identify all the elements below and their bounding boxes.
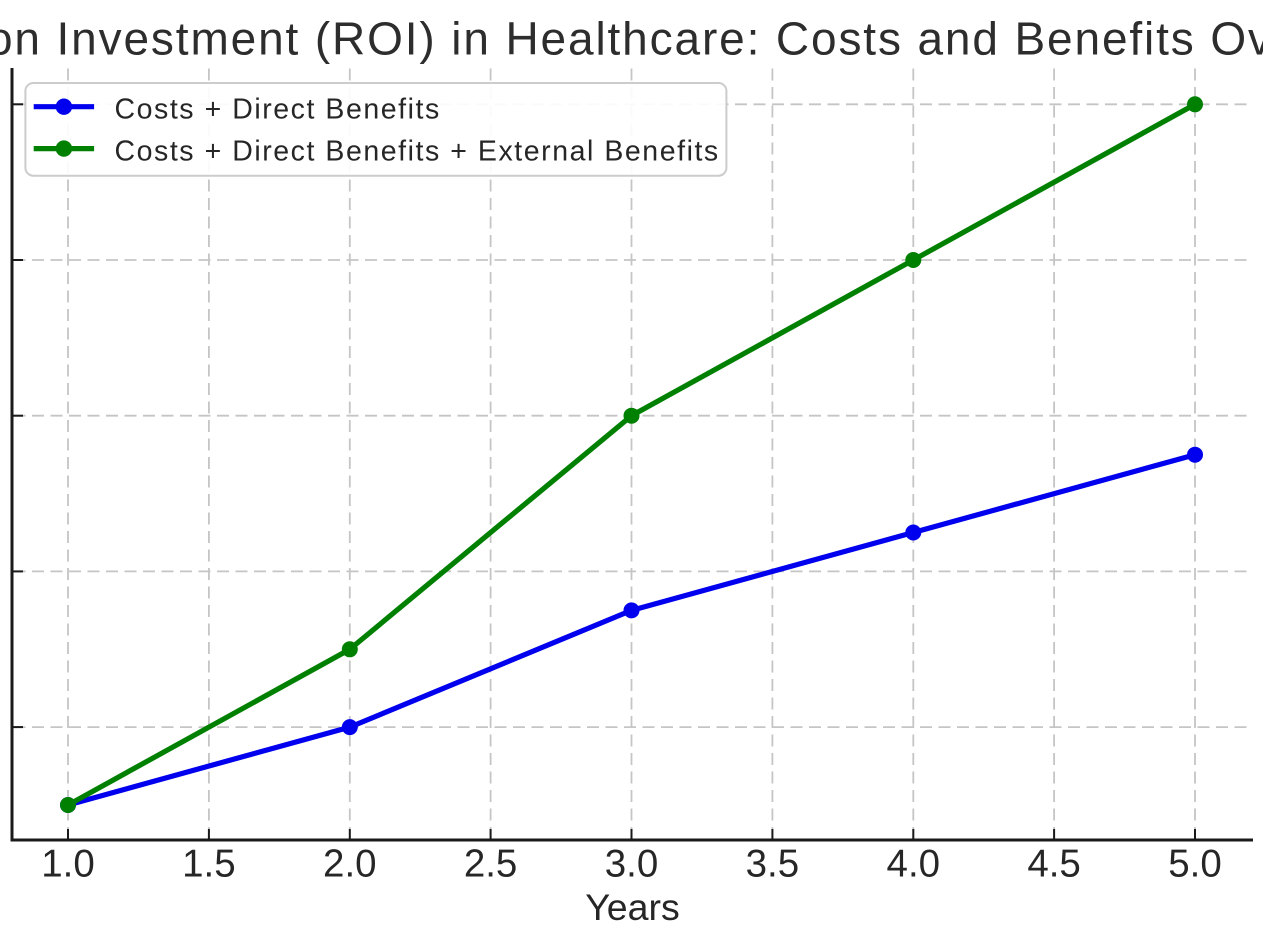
svg-text:3.5: 3.5	[746, 843, 800, 886]
svg-text:2.5: 2.5	[464, 843, 518, 886]
svg-text:1.5: 1.5	[182, 843, 236, 886]
svg-text:Costs + Direct Benefits + Exte: Costs + Direct Benefits + External Benef…	[115, 136, 720, 168]
svg-text:5.0: 5.0	[1168, 843, 1222, 886]
svg-text:Years: Years	[585, 886, 680, 928]
svg-text:4.5: 4.5	[1027, 843, 1081, 886]
svg-text:3.0: 3.0	[605, 843, 659, 886]
svg-text:1.0: 1.0	[41, 843, 95, 886]
svg-text:2.0: 2.0	[323, 843, 377, 886]
svg-text:Return on Investment (ROI) in: Return on Investment (ROI) in Healthcare…	[0, 13, 1263, 65]
svg-text:4.0: 4.0	[887, 843, 941, 886]
svg-text:Costs + Direct Benefits: Costs + Direct Benefits	[115, 94, 441, 126]
